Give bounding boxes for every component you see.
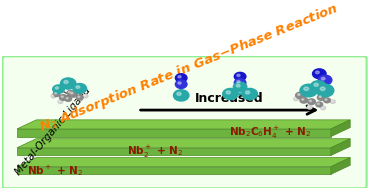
Polygon shape [17,120,350,129]
Circle shape [53,85,64,93]
Circle shape [68,91,70,93]
Circle shape [245,91,250,94]
Circle shape [300,84,318,97]
Circle shape [296,92,304,98]
Circle shape [178,76,181,78]
Circle shape [83,94,88,98]
Text: Nb$^+$ + N$_2$: Nb$^+$ + N$_2$ [26,163,83,178]
Circle shape [60,78,76,89]
Circle shape [226,91,231,94]
Circle shape [330,100,335,103]
Text: Nb$_2^+$ + N$_2$: Nb$_2^+$ + N$_2$ [127,144,183,160]
Circle shape [53,91,60,96]
Polygon shape [17,129,331,137]
Circle shape [67,91,73,95]
Circle shape [59,101,60,102]
Circle shape [304,87,309,91]
Circle shape [325,99,327,100]
Circle shape [178,82,181,84]
Circle shape [319,96,321,98]
Circle shape [174,90,189,101]
Circle shape [324,98,330,103]
Circle shape [295,98,296,99]
Circle shape [316,84,334,97]
Circle shape [64,80,68,84]
Circle shape [233,82,247,92]
Circle shape [177,92,181,95]
Circle shape [320,87,325,91]
Circle shape [322,107,323,108]
Circle shape [65,96,71,101]
Circle shape [55,93,57,94]
Polygon shape [331,158,350,174]
Circle shape [314,83,318,86]
Circle shape [84,95,85,96]
Circle shape [55,87,59,89]
Circle shape [69,91,77,97]
Circle shape [310,100,311,102]
Circle shape [313,69,326,79]
Circle shape [302,99,304,100]
Polygon shape [331,139,350,156]
Circle shape [237,74,240,77]
Circle shape [237,81,240,83]
Circle shape [311,81,326,92]
Text: Increased: Increased [195,92,264,105]
Circle shape [59,95,67,100]
Polygon shape [331,120,350,137]
Polygon shape [17,148,331,156]
Circle shape [307,105,312,109]
Circle shape [242,88,257,100]
Circle shape [236,84,240,87]
Circle shape [52,95,54,96]
Circle shape [76,95,83,100]
Circle shape [234,72,246,81]
Circle shape [332,101,333,102]
Circle shape [297,94,300,95]
FancyBboxPatch shape [3,56,367,188]
Text: Metal-Organic Ligand: Metal-Organic Ligand [13,85,92,177]
Circle shape [321,106,325,110]
Circle shape [175,80,187,88]
Circle shape [308,99,315,105]
Circle shape [234,79,246,87]
Text: N$_2$ Adsorption Rate in Gas−Phase Reaction: N$_2$ Adsorption Rate in Gas−Phase React… [37,0,341,136]
Circle shape [223,88,238,100]
Circle shape [78,96,80,98]
Circle shape [318,103,319,105]
Polygon shape [17,139,350,148]
Text: Nb$_2$C$_6$H$_4^+$ + N$_2$: Nb$_2$C$_6$H$_4^+$ + N$_2$ [229,125,311,141]
Circle shape [58,100,63,103]
Circle shape [66,98,68,99]
Circle shape [294,97,299,101]
Circle shape [318,95,325,100]
Circle shape [76,86,80,88]
Circle shape [61,96,64,98]
Circle shape [318,75,332,85]
Circle shape [300,98,308,103]
Polygon shape [17,158,350,167]
Circle shape [71,92,73,94]
Circle shape [73,84,87,93]
Circle shape [316,71,319,74]
Circle shape [51,94,56,98]
Circle shape [316,102,323,107]
Circle shape [175,74,187,82]
Polygon shape [17,167,331,174]
Circle shape [308,106,310,107]
Circle shape [321,77,325,80]
